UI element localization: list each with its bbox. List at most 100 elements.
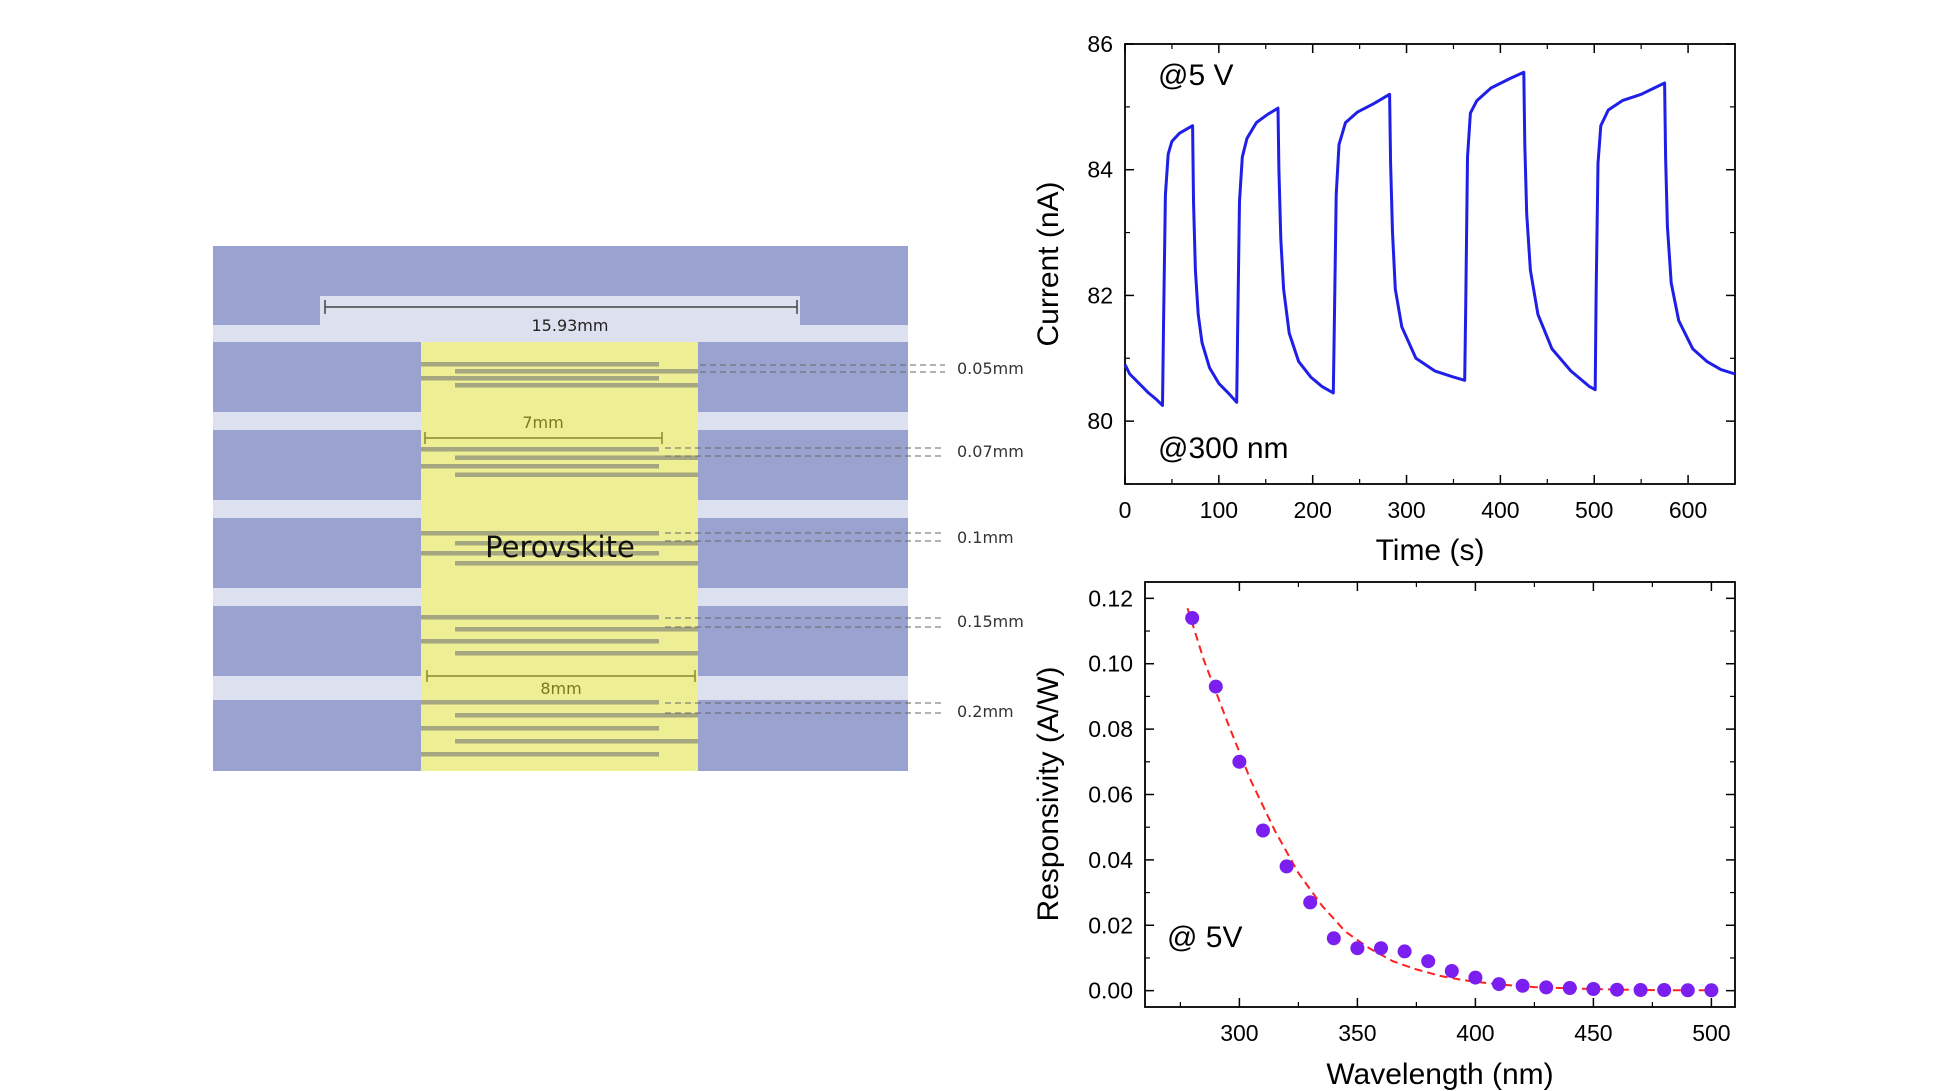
left-pad-3	[213, 518, 421, 588]
annotation-voltage: @ 5V	[1167, 921, 1242, 954]
data-point	[1208, 679, 1223, 694]
y-tick-label: 0.08	[1088, 716, 1133, 742]
y-tick-label: 0.06	[1088, 782, 1133, 808]
data-point	[1185, 611, 1200, 625]
finger-4-4	[455, 651, 698, 656]
finger-5-2	[455, 713, 698, 718]
y-tick-label: 0.04	[1088, 847, 1133, 873]
x-tick-label: 450	[1574, 1020, 1612, 1046]
y-tick-label: 0.02	[1088, 912, 1133, 938]
right-pad-4	[698, 606, 908, 676]
left-pad-4	[213, 606, 421, 676]
right-pad-1	[698, 342, 908, 412]
y-tick-labels: 80 82 84 86	[1087, 31, 1113, 434]
left-pad-2	[213, 430, 421, 500]
finger-1-2	[455, 369, 698, 374]
finger-3-2	[455, 541, 698, 546]
finger-2-2	[455, 455, 698, 460]
data-point	[1326, 931, 1341, 946]
responsivity-chart: 300 350 400 450 500 0.00 0.02 0.04 0.06 0.08 0.10…	[1032, 581, 1736, 1091]
y-axis-label: Current (nA)	[1032, 181, 1065, 346]
top-electrode-bar	[213, 246, 908, 325]
data-point	[1468, 970, 1483, 985]
perovskite-film	[421, 342, 698, 771]
finger-3-1	[421, 531, 659, 536]
data-point	[1539, 980, 1554, 995]
data-point	[1515, 978, 1530, 993]
data-point	[1350, 941, 1365, 956]
data-point	[1562, 981, 1577, 995]
inner-width-label: 7mm	[522, 413, 563, 432]
finger-1-1	[421, 362, 659, 367]
data-point	[1374, 941, 1388, 956]
y-tick-label: 0.12	[1088, 585, 1133, 611]
x-tick-label: 350	[1338, 1020, 1376, 1046]
data-point	[1657, 983, 1672, 997]
finger-5-5	[421, 752, 659, 757]
fit-curve	[1186, 607, 1712, 992]
y-tick-labels: 0.00 0.02 0.04 0.06 0.08 0.10 0.12	[1088, 585, 1133, 1003]
axis-ticks	[1145, 582, 1735, 1007]
x-tick-label: 400	[1481, 497, 1519, 523]
gap-label-4: 0.15mm	[957, 612, 1024, 631]
y-tick-label: 0.10	[1088, 651, 1133, 677]
x-tick-label: 400	[1456, 1020, 1494, 1046]
y-axis-label: Responsivity (A/W)	[1032, 666, 1065, 921]
x-axis-label: Time (s)	[1376, 534, 1485, 567]
x-tick-label: 200	[1294, 497, 1332, 523]
data-point	[1444, 964, 1459, 978]
current-series-line	[1123, 70, 1736, 407]
finger-5-1	[421, 700, 659, 705]
x-tick-label: 300	[1387, 497, 1425, 523]
finger-3-3	[421, 551, 659, 556]
finger-1-3	[421, 376, 659, 381]
outer-width-label: 8mm	[540, 679, 581, 698]
finger-5-3	[421, 726, 659, 731]
finger-3-4	[455, 561, 698, 566]
finger-4-3	[421, 639, 659, 644]
current-time-chart: 0 100 200 300 400 500 600 80 82 84 86 Time (s) Cu…	[1032, 31, 1736, 567]
data-point	[1680, 983, 1695, 998]
finger-4-2	[455, 627, 698, 632]
y-tick-label: 80	[1087, 408, 1113, 434]
gap-label-5: 0.2mm	[957, 702, 1014, 721]
x-tick-label: 300	[1220, 1020, 1258, 1046]
data-point	[1633, 983, 1648, 997]
x-tick-label: 0	[1119, 497, 1132, 523]
x-tick-label: 600	[1669, 497, 1707, 523]
finger-4-1	[421, 615, 659, 620]
data-point	[1704, 983, 1719, 998]
gap-label-1: 0.05mm	[957, 359, 1024, 378]
data-point	[1492, 977, 1506, 992]
y-tick-label: 86	[1087, 31, 1113, 57]
x-tick-labels: 0 100 200 300 400 500 600	[1119, 497, 1708, 523]
x-tick-label: 500	[1692, 1020, 1730, 1046]
x-axis-label: Wavelength (nm)	[1326, 1058, 1553, 1091]
x-tick-labels: 300 350 400 450 500	[1220, 1020, 1730, 1046]
right-pad-3	[698, 518, 908, 588]
y-tick-label: 0.00	[1088, 978, 1133, 1004]
total-width-label: 15.93mm	[532, 316, 609, 335]
finger-5-4	[455, 739, 698, 744]
axis-ticks	[1124, 43, 1735, 485]
y-tick-label: 84	[1087, 157, 1113, 183]
finger-2-1	[421, 447, 659, 452]
finger-1-4	[455, 383, 698, 388]
x-tick-label: 500	[1575, 497, 1613, 523]
electrode-schematic: 15.93mm 7mm 8mm Perovskite 0.05mm 0.07mm…	[213, 246, 1024, 771]
perovskite-label: Perovskite	[485, 530, 635, 564]
right-pad-2	[698, 430, 908, 500]
data-point	[1256, 823, 1270, 838]
annotation-wavelength: @300 nm	[1158, 432, 1289, 465]
finger-2-4	[455, 472, 698, 477]
annotation-voltage: @5 V	[1158, 59, 1233, 92]
x-tick-label: 100	[1200, 497, 1238, 523]
responsivity-points	[1185, 611, 1719, 998]
data-point	[1421, 954, 1436, 969]
data-point	[1397, 944, 1412, 959]
data-point	[1232, 754, 1247, 769]
data-point	[1610, 982, 1624, 997]
gap-label-2: 0.07mm	[957, 442, 1024, 461]
gap-leaders	[665, 364, 945, 714]
